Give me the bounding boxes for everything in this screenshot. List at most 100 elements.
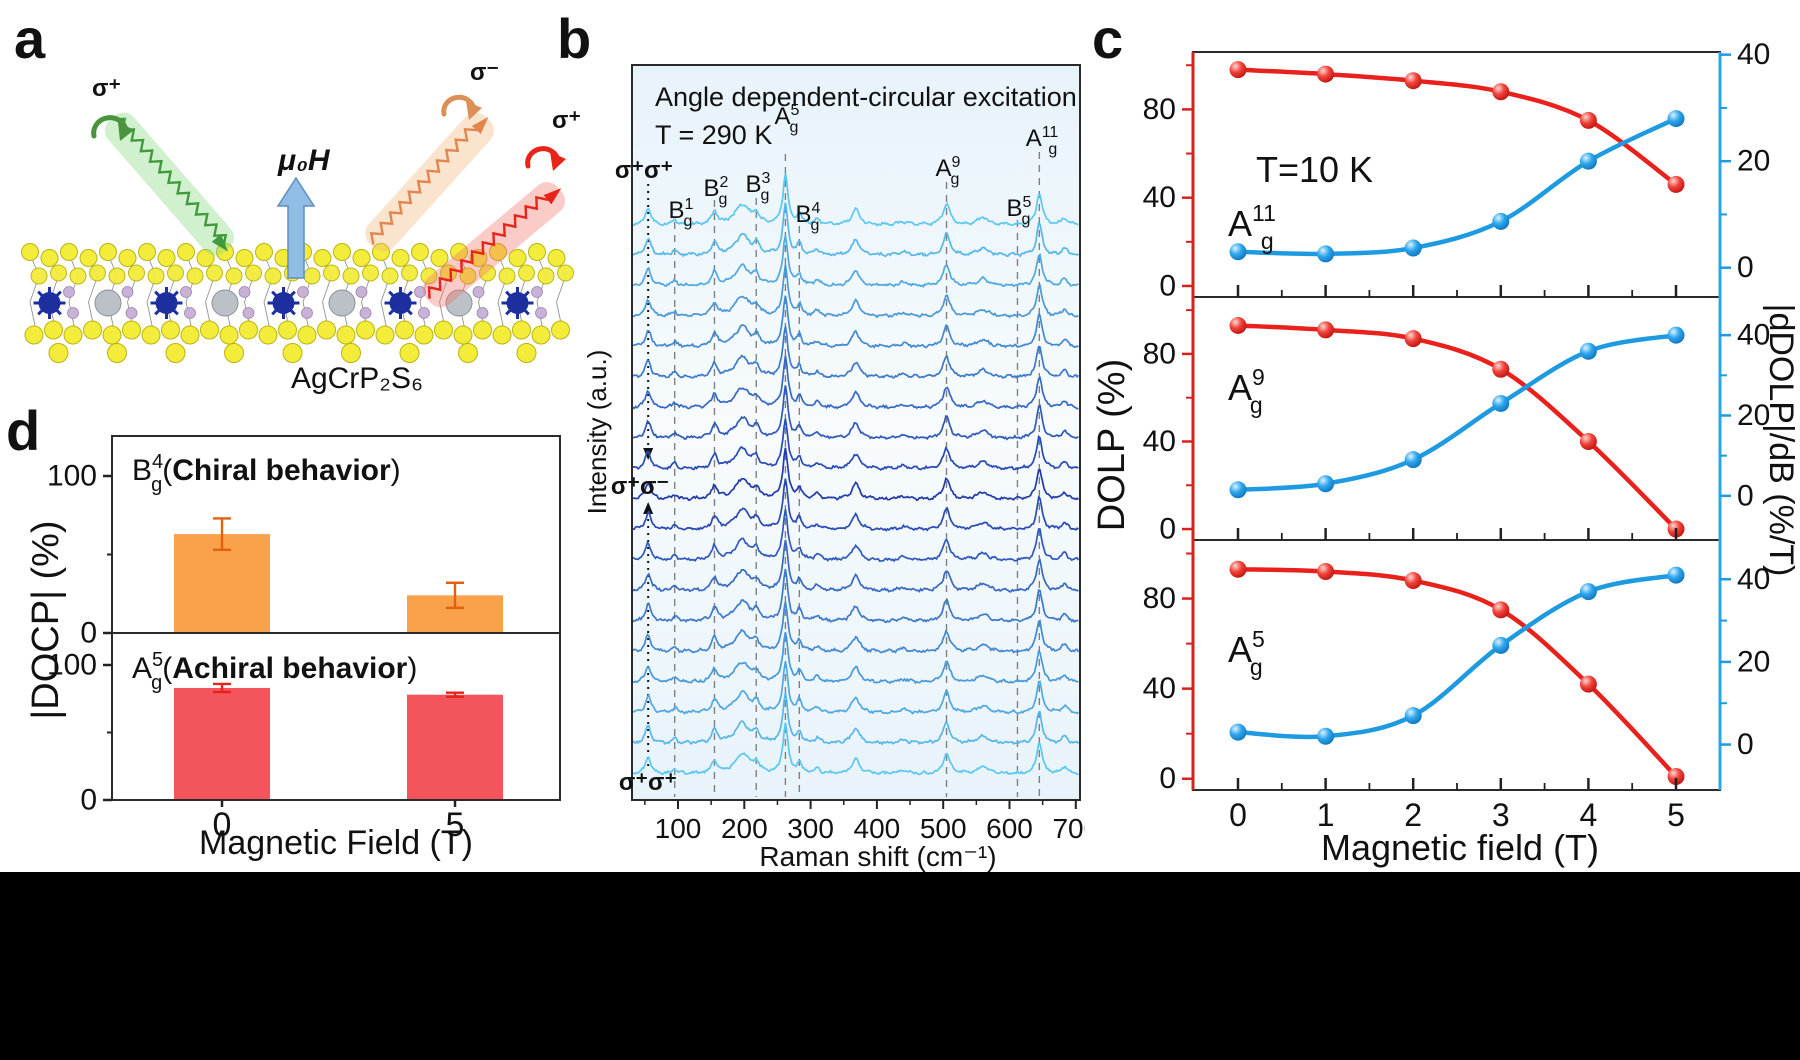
red-data-point-marker bbox=[1317, 563, 1335, 581]
sulfur-atom bbox=[450, 243, 468, 261]
left-tick-label: 40 bbox=[1143, 672, 1176, 705]
sulfur-atom bbox=[161, 320, 180, 340]
sigma-plus-curl-icon bbox=[91, 115, 134, 141]
mode-label-ag11: A11 g bbox=[1026, 124, 1059, 158]
sulfur-atom bbox=[453, 325, 473, 345]
phosphorus-atom bbox=[414, 286, 426, 298]
sulfur-atom bbox=[128, 264, 145, 282]
dolp-red-curve bbox=[1237, 567, 1678, 779]
phosphorus-atom bbox=[418, 307, 430, 319]
sulfur-atom bbox=[63, 325, 83, 345]
y-axis-label: |DOCP| (%) bbox=[25, 520, 67, 719]
sulfur-atom bbox=[458, 343, 478, 363]
panel-letter-b: b bbox=[557, 7, 591, 70]
blue-data-point-marker bbox=[1492, 394, 1510, 412]
sigma-minus-label: σ⁻ bbox=[470, 59, 499, 86]
raman-spectrum-trace bbox=[632, 508, 1080, 563]
sigma-plus-out-curl-icon bbox=[525, 146, 566, 171]
left-y-axis-label: DOLP (%) bbox=[1091, 359, 1133, 531]
phosphorus-atom bbox=[180, 286, 192, 298]
red-data-point-marker bbox=[1229, 61, 1247, 79]
mode-label-ag5: A5 g bbox=[775, 102, 800, 136]
blue-data-point-marker bbox=[1404, 239, 1422, 257]
sulfur-atom bbox=[30, 267, 48, 285]
sulfur-atom bbox=[50, 264, 67, 282]
sulfur-atom bbox=[323, 264, 340, 282]
sulfur-atom bbox=[138, 243, 156, 261]
sulfur-atom bbox=[24, 325, 44, 345]
sulfur-atom bbox=[264, 267, 282, 285]
blue-data-point-marker bbox=[1317, 475, 1335, 493]
left-tick-label: 0 bbox=[1159, 269, 1176, 302]
sulfur-atom bbox=[391, 249, 410, 267]
plot-background bbox=[632, 65, 1080, 800]
x-tick-label: 500 bbox=[920, 813, 967, 844]
raman-spectrum-trace bbox=[632, 478, 1079, 532]
red-data-point-marker bbox=[1404, 572, 1422, 590]
blue-data-point-marker bbox=[1667, 326, 1685, 344]
bond-line bbox=[380, 301, 388, 331]
sulfur-atom bbox=[21, 243, 39, 261]
sulfur-atom bbox=[107, 343, 127, 363]
sulfur-atom bbox=[157, 249, 176, 267]
subplot-frame-middle bbox=[1192, 296, 1721, 541]
sulfur-atom bbox=[79, 249, 98, 267]
phosphorus-atom bbox=[297, 286, 309, 298]
raman-spectrum-trace bbox=[632, 568, 1079, 624]
sulfur-atom bbox=[196, 249, 215, 267]
phosphorus-atom bbox=[121, 286, 134, 298]
red-data-point-marker bbox=[1667, 175, 1685, 193]
panel-letter-c: c bbox=[1092, 7, 1123, 70]
beam-arrowhead-icon bbox=[543, 188, 562, 205]
chromium-atom bbox=[506, 292, 529, 314]
bond-line bbox=[497, 301, 505, 331]
sulfur-atom bbox=[479, 264, 496, 282]
bond-line bbox=[146, 301, 154, 331]
ddolp-blue-curve bbox=[1237, 572, 1677, 740]
red-data-point-marker bbox=[1229, 316, 1247, 334]
sulfur-atom bbox=[245, 264, 262, 282]
sulfur-atom bbox=[547, 249, 566, 267]
sulfur-atom bbox=[48, 343, 69, 363]
red-data-point-marker bbox=[1579, 432, 1597, 450]
left-tick-label: 0 bbox=[1159, 762, 1176, 795]
panel-b-raman-plot: b 100 200 300 400 500 600 700 Angle dependent-… bbox=[557, 7, 1085, 872]
silver-atom bbox=[94, 289, 122, 317]
raman-spectrum-trace bbox=[632, 601, 1080, 654]
sulfur-atom bbox=[235, 249, 254, 267]
raman-spectrum-trace bbox=[632, 264, 1079, 319]
sulfur-atom bbox=[492, 325, 512, 345]
sulfur-atom bbox=[508, 249, 527, 267]
sulfur-atom bbox=[118, 249, 137, 267]
phosphorus-atom bbox=[238, 286, 251, 298]
x-axis-label: Raman shift (cm⁻¹) bbox=[759, 841, 996, 872]
sulfur-atom bbox=[342, 267, 360, 285]
sulfur-atom bbox=[60, 243, 78, 261]
sulfur-atom bbox=[341, 343, 361, 363]
sulfur-atom bbox=[102, 325, 122, 345]
beam-arrowhead-icon bbox=[211, 234, 229, 252]
raman-spectrum-trace bbox=[632, 235, 1079, 288]
sulfur-atom bbox=[108, 267, 126, 285]
phosphorus-atom bbox=[125, 307, 138, 319]
silver-atom bbox=[211, 289, 239, 317]
phosphorus-atom bbox=[67, 307, 79, 319]
letterbox-bar bbox=[0, 872, 1800, 1060]
blue-data-point-marker bbox=[1492, 636, 1510, 654]
mode-label-bg1: B1 g bbox=[669, 196, 694, 230]
phosphorus-atom bbox=[355, 286, 368, 298]
subplot-frame-bottom bbox=[111, 632, 561, 801]
y-tick-label: 0 bbox=[80, 784, 97, 817]
sulfur-atom bbox=[44, 320, 63, 340]
sulfur-atom bbox=[69, 267, 87, 285]
x-tick-label: 700 bbox=[1052, 813, 1085, 844]
blue-data-point-marker bbox=[1404, 451, 1422, 469]
mode-label-ag9: A9 g bbox=[1228, 364, 1265, 418]
dolp-red-curve bbox=[1237, 323, 1678, 531]
ddolp-blue-curve bbox=[1237, 332, 1677, 493]
raman-spectrum-trace bbox=[632, 385, 1079, 441]
raman-spectrum-trace bbox=[632, 295, 1079, 349]
red-data-point-marker bbox=[1579, 675, 1597, 693]
sulfur-atom bbox=[83, 320, 102, 340]
